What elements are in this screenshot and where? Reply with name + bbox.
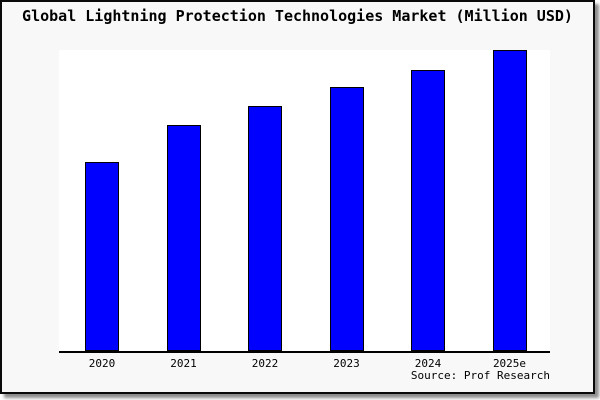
x-tick-label-2022: 2022 <box>251 357 279 370</box>
x-tick-label-2024: 2024 <box>414 357 442 370</box>
x-tick-label-2020: 2020 <box>88 357 116 370</box>
x-tick-label-2025e: 2025e <box>492 357 527 370</box>
chart-title: Global Lightning Protection Technologies… <box>22 7 573 25</box>
plot-area <box>59 50 550 353</box>
bar-2022 <box>248 106 282 351</box>
x-tick-label-2023: 2023 <box>333 357 360 370</box>
bar-2024 <box>411 70 445 351</box>
bar-2021 <box>166 125 201 351</box>
bar-2023 <box>329 87 364 351</box>
chart-frame: Global Lightning Protection Technologies… <box>0 0 595 394</box>
source-label: Source: Prof Research <box>410 369 550 382</box>
bar-2025e <box>492 50 527 351</box>
bar-2020 <box>85 162 119 351</box>
x-tick-label-2021: 2021 <box>170 357 197 370</box>
x-axis-tick-labels: 2020 2021 2022 2023 2024 2025e <box>59 357 550 372</box>
